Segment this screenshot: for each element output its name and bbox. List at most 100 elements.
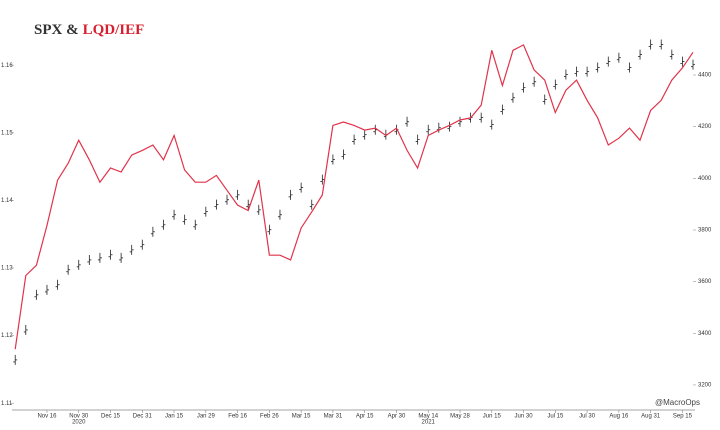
spx-bar [150,226,155,237]
spx-bar [225,194,230,205]
x-tick-label: Nov 30 [69,414,89,420]
spx-bar [415,134,420,145]
chart-title: SPX & LQD/IEF [34,22,144,38]
spx-bar [66,264,71,275]
spx-bar [203,206,208,217]
spx-bar [616,52,621,63]
spx-bar [458,116,463,127]
spx-bar [330,154,335,165]
spx-bar [680,56,685,67]
spx-bar [542,94,547,105]
y2-tick-label: 4200 [698,124,712,130]
y2-tick-label: 4000 [698,176,712,182]
spx-bar [320,174,325,185]
spx-bar [214,199,219,210]
x-tick-label: Mar 31 [324,414,343,420]
y-tick-label: 1.13 [1,266,13,272]
x-year-label: 2020 [72,420,86,425]
y-tick-label: 1.11 [1,401,13,407]
spx-bar [97,252,102,263]
spx-bar [256,204,261,215]
x-tick-label: Aug 16 [609,414,629,420]
spx-bar [606,56,611,67]
spx-bar [585,66,590,77]
x-tick-label: Jul 15 [547,414,564,420]
spx-bar [182,214,187,225]
x-tick-label: Sep 15 [673,414,693,420]
spx-bar [627,62,632,73]
spx-bar [574,66,579,77]
spx-bar [34,289,39,300]
x-tick-label: Apr 30 [388,414,406,420]
spx-bar [659,39,664,50]
spx-bar [299,182,304,193]
x-tick-label: May 14 [418,414,438,420]
y-tick-label: 1.14 [1,198,13,204]
spx-bar [521,82,526,93]
title-part: SPX & [34,22,79,38]
chart-title-text: SPX & LQD/IEF [34,22,144,38]
spx-bar [277,209,282,220]
x-tick-label: Jan 29 [197,414,216,420]
x-tick-label: Feb 16 [228,414,247,420]
spx-bar [500,104,505,115]
spx-bar [669,49,674,60]
ratio-line [14,44,694,350]
spx-bar [595,62,600,73]
x-year-label: 2021 [422,420,436,425]
spx-bar [235,189,240,200]
x-tick-label: Jun 30 [515,414,534,420]
spx-bar [563,69,568,80]
x-tick-label: Dec 31 [133,414,153,420]
spx-bar [532,76,537,87]
spx-bar [489,119,494,130]
x-tick-label: May 28 [450,414,470,420]
y2-tick-label: 3800 [698,228,712,234]
spx-bar [447,121,452,132]
spx-bar [119,252,124,263]
spx-bar [172,209,177,220]
spx-bar [13,354,18,365]
spx-bar [87,254,92,265]
y2-tick-label: 3200 [698,383,712,389]
x-tick-label: Jan 15 [165,414,184,420]
x-tick-label: Apr 15 [356,414,374,420]
spx-bar [691,59,695,70]
y-tick-label: 1.12 [1,333,13,339]
spx-bar [553,79,558,90]
spx-bar [309,199,314,210]
y-tick-label: 1.16 [1,63,13,69]
spx-bar [76,259,81,270]
x-tick-label: Aug 31 [641,414,661,420]
spx-bar [648,39,653,50]
title-part: LQD/IEF [83,22,145,38]
y2-tick-label: 4400 [698,73,712,79]
spx-bar [405,116,410,127]
y-tick-label: 1.15 [1,130,13,136]
spx-bar [55,279,60,290]
spx-bar [341,149,346,160]
spx-bar [108,249,113,260]
spx-bar [44,284,49,295]
spx-bar [161,219,166,230]
spx-bar [267,224,272,235]
y2-tick-label: 3400 [698,331,712,337]
spx-bar [479,112,484,123]
x-tick-label: Jul 30 [579,414,596,420]
x-tick-label: Dec 15 [101,414,121,420]
spx-bar [362,129,367,140]
spx-bar [129,244,134,255]
spx-bar [23,324,28,335]
spx-bar [352,134,357,145]
x-tick-label: Jun 15 [483,414,502,420]
spx-bar [426,124,431,135]
spx-bar [193,219,198,230]
spx-bar [140,239,145,250]
x-tick-label: Feb 26 [260,414,279,420]
x-tick-label: Nov 16 [37,414,57,420]
spx-bar [288,189,293,200]
y2-tick-label: 3600 [698,279,712,285]
x-tick-label: Mar 15 [292,414,311,420]
